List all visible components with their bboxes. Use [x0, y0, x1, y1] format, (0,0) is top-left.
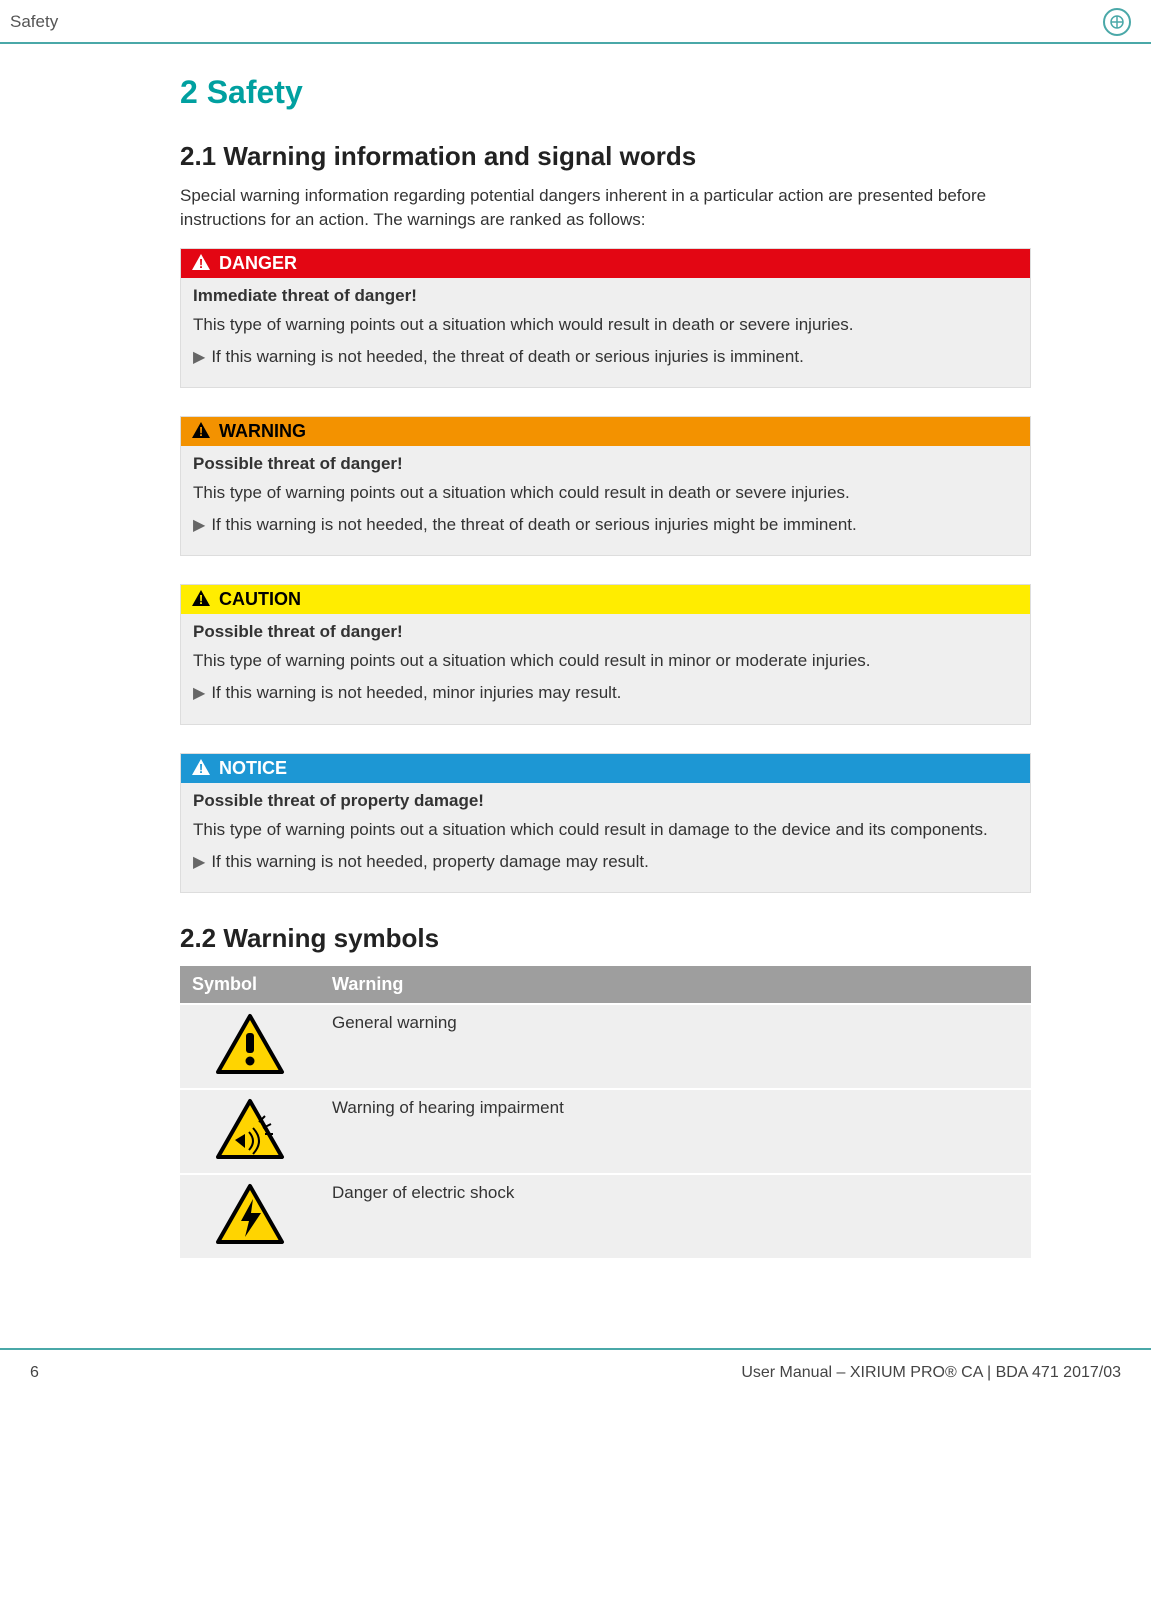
- doc-id: User Manual – XIRIUM PRO® CA | BDA 471 2…: [741, 1364, 1121, 1382]
- notice-label: NOTICE: [219, 758, 287, 779]
- running-title: Safety: [10, 12, 58, 32]
- action-arrow-icon: ▶: [193, 852, 205, 874]
- page-number: 6: [30, 1364, 39, 1382]
- col-symbol: Symbol: [180, 966, 320, 1004]
- caution-box: ! CAUTION Possible threat of danger! Thi…: [180, 584, 1031, 724]
- warning-triangle-icon: !: [191, 758, 211, 779]
- danger-subtitle: Immediate threat of danger!: [181, 278, 1030, 310]
- table-row: General warning: [180, 1004, 1031, 1089]
- warning-triangle-icon: !: [191, 421, 211, 442]
- symbol-electric-shock-icon: [180, 1174, 320, 1258]
- caution-header: ! CAUTION: [181, 585, 1030, 614]
- section-title: 2 Safety: [180, 74, 1031, 111]
- subsection-2-1-title: 2.1 Warning information and signal words: [180, 141, 1031, 172]
- svg-text:!: !: [199, 761, 203, 776]
- table-header-row: Symbol Warning: [180, 966, 1031, 1004]
- warning-header: ! WARNING: [181, 417, 1030, 446]
- danger-label: DANGER: [219, 253, 297, 274]
- symbol-hearing-impairment-icon: [180, 1089, 320, 1174]
- notice-body: This type of warning points out a situat…: [181, 815, 1030, 848]
- caution-label: CAUTION: [219, 589, 301, 610]
- warning-action-text: If this warning is not heeded, the threa…: [211, 515, 856, 535]
- warning-body: This type of warning points out a situat…: [181, 478, 1030, 511]
- caution-action-text: If this warning is not heeded, minor inj…: [211, 683, 621, 703]
- svg-text:!: !: [199, 424, 203, 439]
- notice-subtitle: Possible threat of property damage!: [181, 783, 1030, 815]
- symbol-general-warning-text: General warning: [320, 1004, 1031, 1089]
- warning-triangle-icon: !: [191, 253, 211, 274]
- page-footer: 6 User Manual – XIRIUM PRO® CA | BDA 471…: [0, 1348, 1151, 1402]
- caution-body: This type of warning points out a situat…: [181, 646, 1030, 679]
- caution-subtitle: Possible threat of danger!: [181, 614, 1030, 646]
- caution-action: ▶ If this warning is not heeded, minor i…: [181, 679, 1030, 709]
- symbol-hearing-impairment-text: Warning of hearing impairment: [320, 1089, 1031, 1174]
- danger-action-text: If this warning is not heeded, the threa…: [211, 347, 803, 367]
- warning-action: ▶ If this warning is not heeded, the thr…: [181, 511, 1030, 541]
- danger-box: ! DANGER Immediate threat of danger! Thi…: [180, 248, 1031, 388]
- page-content: 2 Safety 2.1 Warning information and sig…: [0, 44, 1151, 1288]
- warning-symbols-table: Symbol Warning General warning: [180, 966, 1031, 1258]
- col-warning: Warning: [320, 966, 1031, 1004]
- svg-text:!: !: [199, 256, 203, 271]
- action-arrow-icon: ▶: [193, 515, 205, 537]
- notice-box: ! NOTICE Possible threat of property dam…: [180, 753, 1031, 893]
- warning-subtitle: Possible threat of danger!: [181, 446, 1030, 478]
- brand-logo-icon: [1103, 8, 1131, 36]
- table-row: Danger of electric shock: [180, 1174, 1031, 1258]
- symbol-electric-shock-text: Danger of electric shock: [320, 1174, 1031, 1258]
- notice-action-text: If this warning is not heeded, property …: [211, 852, 649, 872]
- notice-header: ! NOTICE: [181, 754, 1030, 783]
- warning-triangle-icon: !: [191, 589, 211, 610]
- symbol-general-warning-icon: [180, 1004, 320, 1089]
- warning-box: ! WARNING Possible threat of danger! Thi…: [180, 416, 1031, 556]
- table-row: Warning of hearing impairment: [180, 1089, 1031, 1174]
- action-arrow-icon: ▶: [193, 683, 205, 705]
- notice-action: ▶ If this warning is not heeded, propert…: [181, 848, 1030, 878]
- subsection-2-2-title: 2.2 Warning symbols: [180, 923, 1031, 954]
- warning-label: WARNING: [219, 421, 306, 442]
- page-header: Safety: [0, 0, 1151, 44]
- svg-text:!: !: [199, 592, 203, 607]
- danger-body: This type of warning points out a situat…: [181, 310, 1030, 343]
- danger-header: ! DANGER: [181, 249, 1030, 278]
- danger-action: ▶ If this warning is not heeded, the thr…: [181, 343, 1030, 373]
- subsection-2-1-intro: Special warning information regarding po…: [180, 184, 1031, 232]
- action-arrow-icon: ▶: [193, 347, 205, 369]
